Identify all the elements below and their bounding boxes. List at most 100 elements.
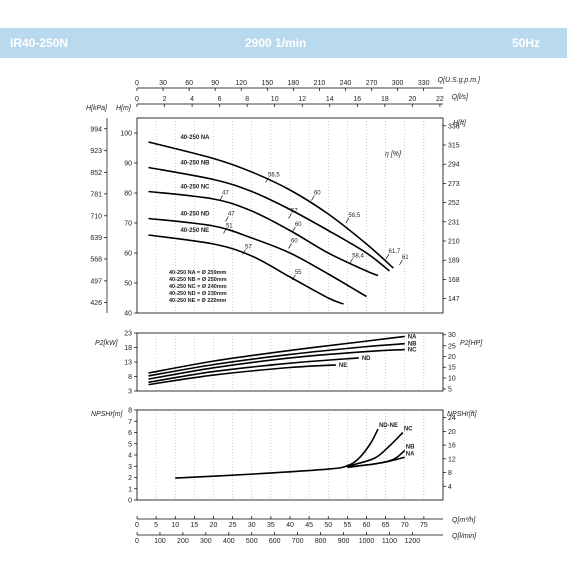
power-hp-tick-label: 15 xyxy=(448,365,456,372)
m3h-tick-label: 15 xyxy=(190,522,198,529)
efficiency-tick xyxy=(345,217,350,224)
m3h-tick-label: 20 xyxy=(210,522,218,529)
npsh-ft-tick-label: 4 xyxy=(448,484,452,491)
power-curve-label: NE xyxy=(339,363,347,369)
lmin-axis-title: Q[l/min] xyxy=(452,533,477,540)
lps-tick-label: 16 xyxy=(353,96,361,103)
m3h-tick-label: 70 xyxy=(401,522,409,529)
gpm-tick-label: 240 xyxy=(340,80,352,87)
lmin-tick-label: 0 xyxy=(135,538,139,545)
kpa-tick-label: 497 xyxy=(90,278,102,285)
kpa-axis-title: H[kPa] xyxy=(86,105,108,112)
ft-tick-label: 252 xyxy=(448,200,460,207)
m3h-tick-label: 55 xyxy=(343,522,351,529)
kpa-tick-label: 568 xyxy=(90,257,102,264)
ft-axis-title: H[ft] xyxy=(453,120,467,127)
lps-tick-label: 0 xyxy=(135,96,139,103)
efficiency-tick xyxy=(385,253,390,260)
lmin-tick-label: 800 xyxy=(315,538,327,545)
head-m-tick-label: 80 xyxy=(124,191,132,198)
power-kw-axis-title: P2[kW] xyxy=(95,340,119,347)
lmin-tick-label: 200 xyxy=(177,538,189,545)
efficiency-label: 57 xyxy=(245,245,252,251)
head-m-axis-title: H[m] xyxy=(116,105,132,112)
efficiency-label: 47 xyxy=(222,191,229,197)
efficiency-tick xyxy=(225,216,229,222)
power-kw-tick-label: 8 xyxy=(128,374,132,381)
efficiency-tick xyxy=(292,226,296,233)
power-curve-label: NC xyxy=(408,348,417,354)
power-curve-label: NB xyxy=(408,342,417,348)
lmin-tick-label: 700 xyxy=(292,538,304,545)
m3h-tick-label: 40 xyxy=(286,522,294,529)
ft-tick-label: 273 xyxy=(448,181,460,188)
npsh-m-tick-label: 5 xyxy=(128,441,132,448)
gpm-axis-title: Q[U.S.g.p.m.] xyxy=(438,77,481,84)
npsh-curve-label: NA xyxy=(406,451,415,457)
kpa-tick-label: 710 xyxy=(90,213,102,220)
power-curve-label: ND xyxy=(362,356,371,362)
lmin-tick-label: 600 xyxy=(269,538,281,545)
gpm-tick-label: 150 xyxy=(261,80,273,87)
head-curve-label: 40-250 NA xyxy=(180,135,210,141)
m3h-tick-label: 50 xyxy=(324,522,332,529)
lmin-tick-label: 300 xyxy=(200,538,212,545)
power-hp-tick-label: 30 xyxy=(448,332,456,339)
efficiency-tick xyxy=(311,195,315,201)
ft-tick-label: 147 xyxy=(448,296,460,303)
efficiency-label: 55 xyxy=(295,270,302,276)
frequency-label: 50Hz xyxy=(512,36,541,50)
lps-tick-label: 22 xyxy=(436,96,444,103)
ft-tick-label: 189 xyxy=(448,258,460,265)
kpa-tick-label: 426 xyxy=(90,300,102,307)
head-m-tick-label: 70 xyxy=(124,221,132,228)
efficiency-label: 56,5 xyxy=(268,173,280,179)
efficiency-tick xyxy=(288,213,292,219)
efficiency-label: 60 xyxy=(291,239,298,245)
efficiency-tick xyxy=(399,259,403,266)
gpm-tick-label: 90 xyxy=(211,80,219,87)
gpm-tick-label: 210 xyxy=(314,80,326,87)
power-curve xyxy=(148,335,405,374)
npsh-m-axis-title: NPSHr[m] xyxy=(91,411,124,418)
head-curve xyxy=(148,141,394,269)
ft-tick-label: 231 xyxy=(448,219,460,226)
lps-tick-label: 18 xyxy=(381,96,389,103)
ft-tick-label: 336 xyxy=(448,123,460,130)
head-m-tick-label: 40 xyxy=(124,311,132,318)
npsh-m-tick-label: 0 xyxy=(128,498,132,505)
m3h-tick-label: 65 xyxy=(382,522,390,529)
power-curve xyxy=(148,357,359,384)
lps-tick-label: 14 xyxy=(326,96,334,103)
efficiency-tick xyxy=(223,228,227,234)
power-hp-tick-label: 25 xyxy=(448,343,456,350)
npsh-m-tick-label: 4 xyxy=(128,453,132,460)
ft-tick-label: 168 xyxy=(448,277,460,284)
head-m-tick-label: 50 xyxy=(124,281,132,288)
lmin-tick-label: 100 xyxy=(154,538,166,545)
m3h-tick-label: 10 xyxy=(171,522,179,529)
lps-tick-label: 4 xyxy=(190,96,194,103)
head-m-tick-label: 100 xyxy=(120,131,132,138)
npsh-m-tick-label: 7 xyxy=(128,419,132,426)
npsh-curve-label: NB xyxy=(406,445,415,451)
npsh-curve xyxy=(347,431,404,468)
kpa-tick-label: 923 xyxy=(90,148,102,155)
npsh-ft-tick-label: 24 xyxy=(448,415,456,422)
efficiency-label: 58,4 xyxy=(352,254,364,260)
npsh-ft-axis-title: NPSHr[ft] xyxy=(447,411,478,418)
kpa-tick-label: 639 xyxy=(90,235,102,242)
efficiency-tick xyxy=(219,195,223,201)
speed-label: 2900 1/min xyxy=(245,36,307,50)
head-curve xyxy=(148,217,367,298)
power-hp-tick-label: 5 xyxy=(448,386,452,393)
power-kw-tick-label: 13 xyxy=(124,360,132,367)
gpm-tick-label: 120 xyxy=(235,80,247,87)
diameter-legend-entry: 40-250 NE = Ø 220mm xyxy=(169,298,226,304)
power-curve-label: NA xyxy=(408,334,417,340)
lmin-tick-label: 500 xyxy=(246,538,258,545)
diameter-legend-entry: 40-250 NB = Ø 250mm xyxy=(169,277,227,283)
gpm-tick-label: 300 xyxy=(392,80,404,87)
efficiency-label: 61,7 xyxy=(389,249,401,255)
kpa-tick-label: 994 xyxy=(90,126,102,133)
